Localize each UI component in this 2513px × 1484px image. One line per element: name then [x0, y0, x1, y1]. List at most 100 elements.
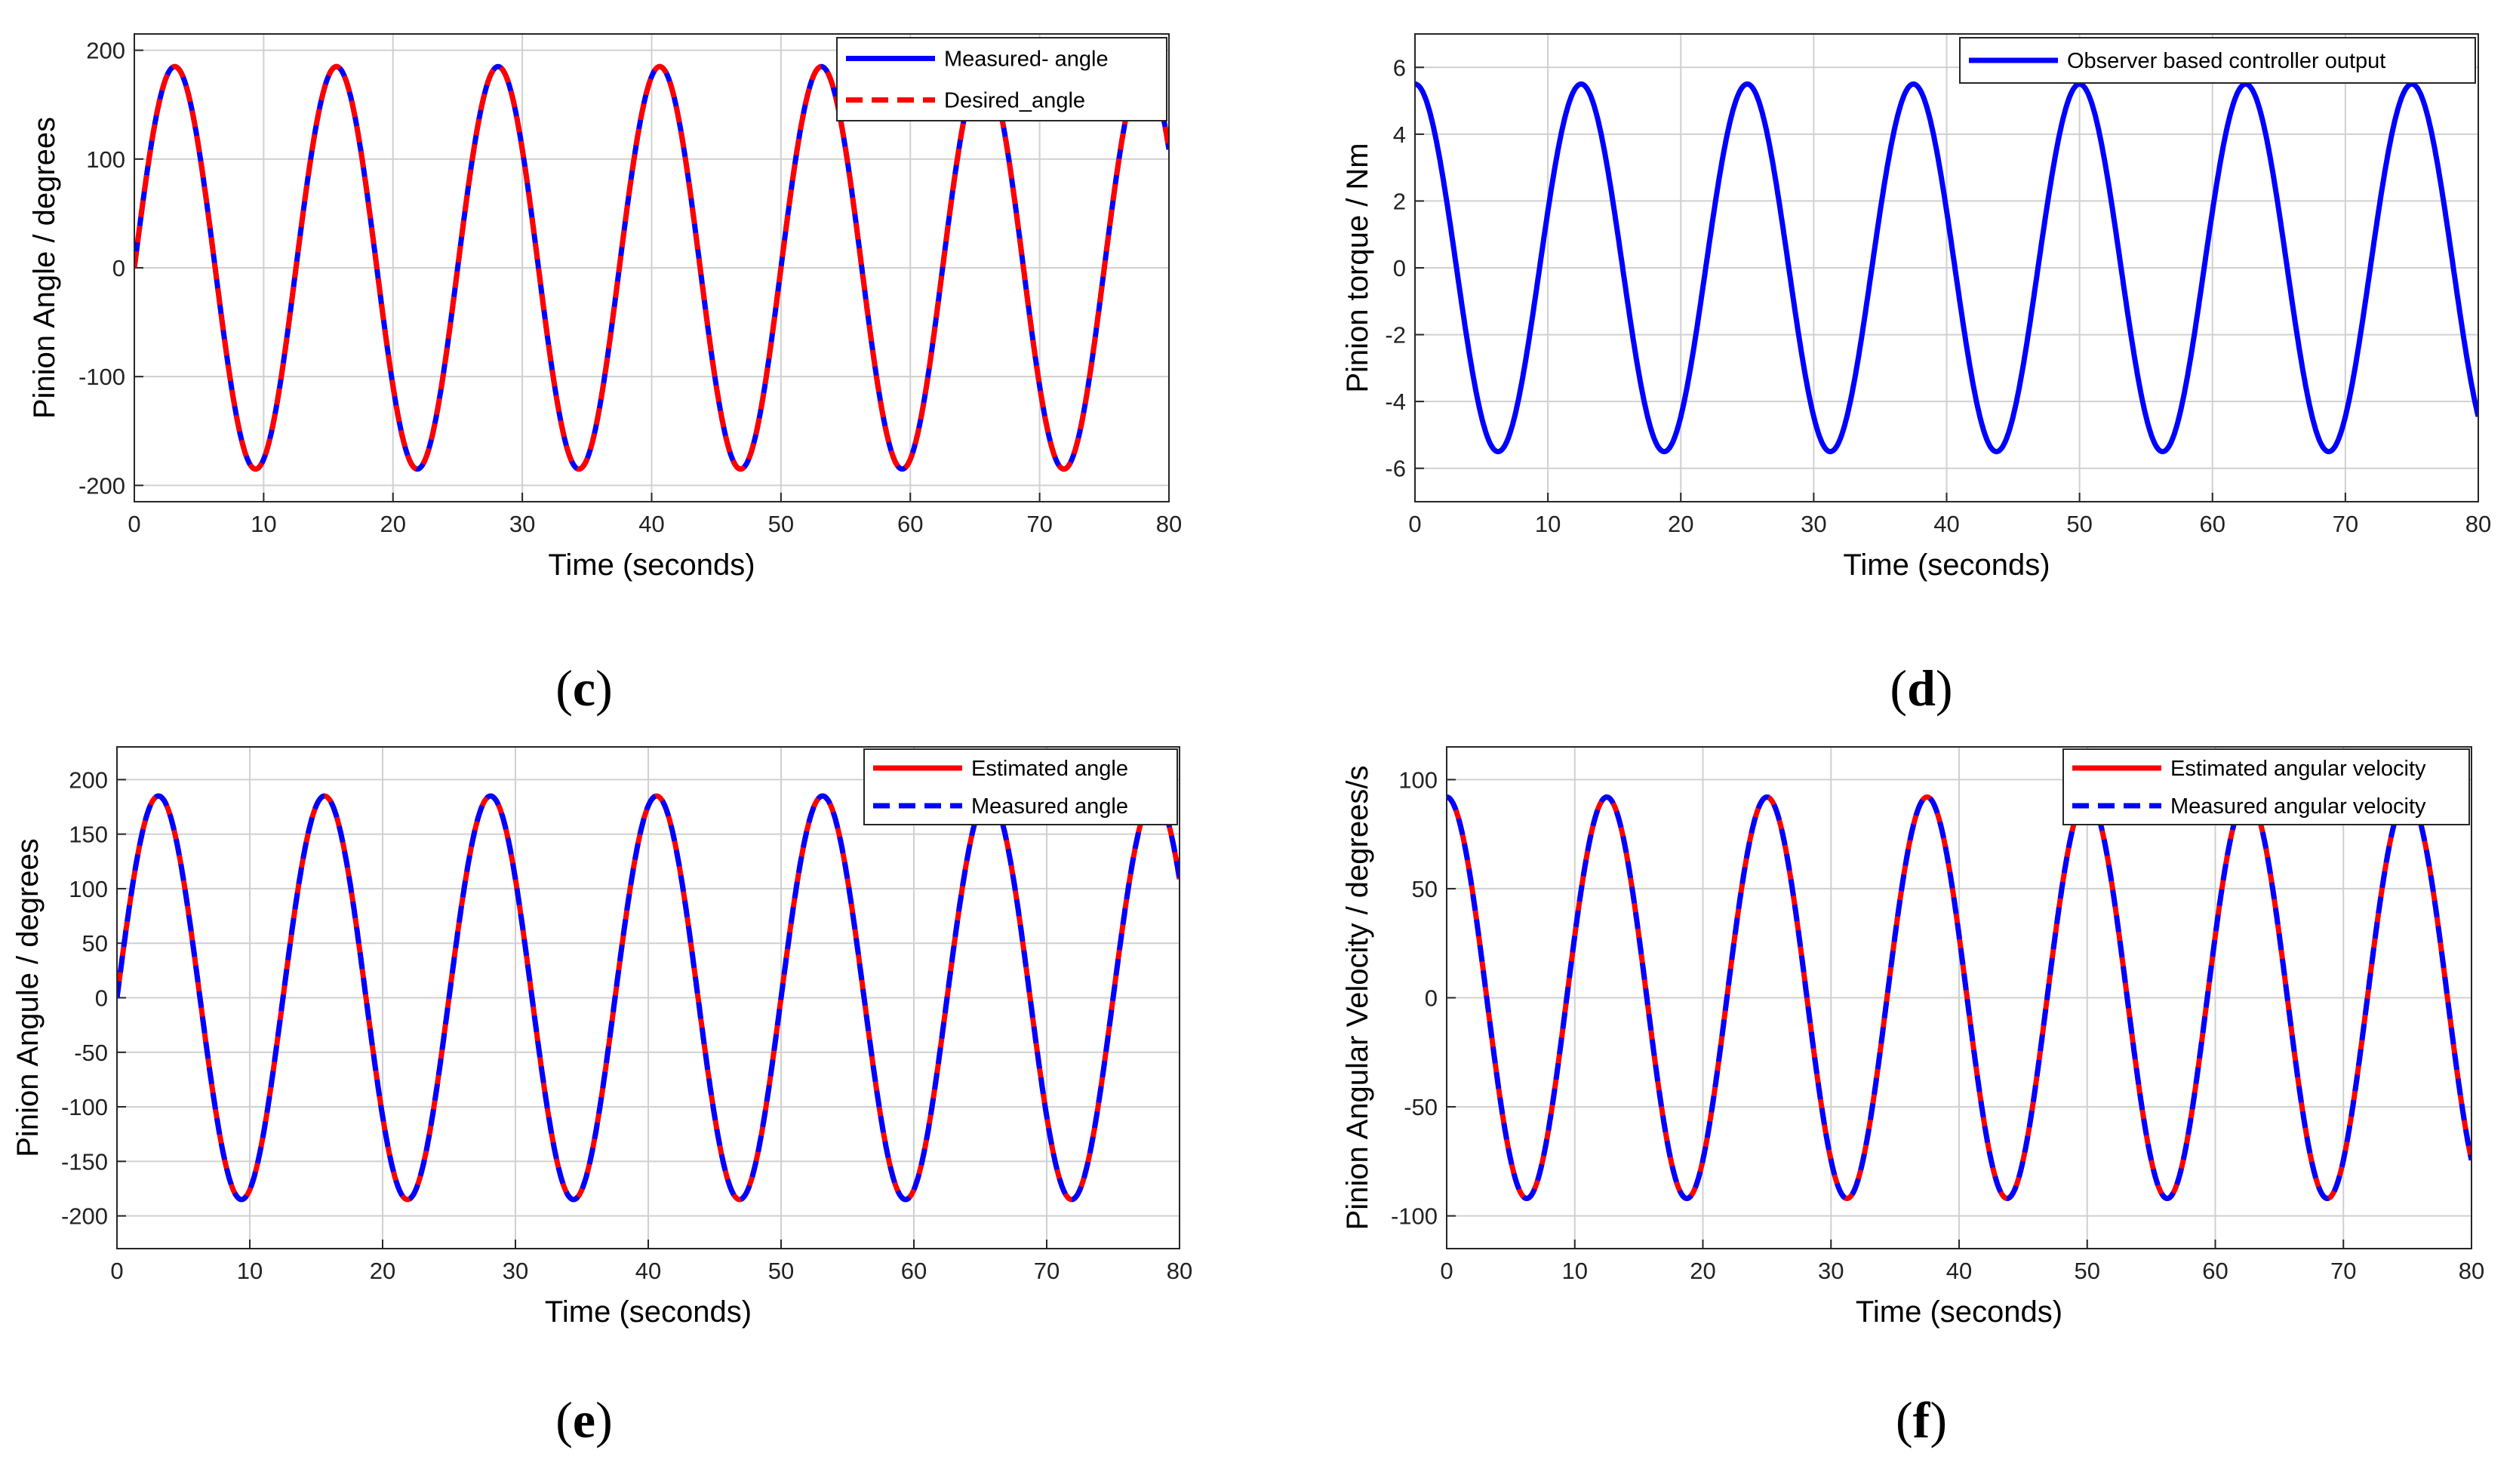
x-axis-label: Time (seconds) — [545, 1295, 752, 1329]
chart-panel-c: 0 10 20 30 40 50 60 70 80 -200 -100 0 100 200 Measured… — [28, 33, 1182, 717]
x-tick-label: 20 — [380, 511, 406, 537]
x-tick-label: 40 — [638, 511, 664, 537]
x-tick-label: 30 — [1801, 511, 1826, 537]
axes-frame — [134, 33, 1170, 502]
x-tick-label: 70 — [1026, 511, 1052, 537]
x-tick-label: 60 — [2200, 511, 2225, 537]
chart-panel-f: 0 10 20 30 40 50 60 70 80 -100 -50 0 50 100 Estimated … — [1341, 746, 2484, 1449]
y-axis-label: Pinion torque / Nm — [1341, 143, 1374, 392]
x-tick-label: 60 — [897, 511, 923, 537]
y-axis-label: Pinion Angular Velocity / degrees/s — [1341, 766, 1374, 1231]
y-tick-label: -6 — [1385, 456, 1406, 482]
y-tick-label: -50 — [74, 1040, 108, 1066]
x-tick-label: 0 — [1440, 1258, 1453, 1284]
panel-caption: (d) — [1890, 659, 1952, 717]
y-axis-label: Pinion Angule / degrees — [11, 838, 45, 1157]
y-tick-label: -100 — [61, 1094, 108, 1120]
x-tick-label: 50 — [768, 511, 794, 537]
y-tick-label: 150 — [69, 822, 108, 848]
x-tick-label: 40 — [635, 1258, 661, 1284]
axes-frame — [1446, 746, 2472, 1249]
chart-panel-d: 0 10 20 30 40 50 60 70 80 -6 -4 -2 0 2 4 6 Observer base… — [1341, 33, 2491, 717]
legend: Measured- angle Desired_angle — [836, 37, 1167, 121]
x-tick-label: 20 — [1690, 1258, 1715, 1284]
chart-panel-e: 0 10 20 30 40 50 60 70 80 -200 -150 -100 -50 0 50 100 15… — [11, 746, 1192, 1449]
x-axis-label: Time (seconds) — [1856, 1295, 2062, 1329]
x-tick-label: 80 — [2465, 511, 2491, 537]
x-tick-label: 80 — [2459, 1258, 2484, 1284]
y-tick-label: -4 — [1385, 389, 1406, 415]
x-tick-label: 20 — [370, 1258, 395, 1284]
x-axis-label: Time (seconds) — [1843, 548, 2050, 582]
x-tick-label: 60 — [2202, 1258, 2228, 1284]
y-tick-label: 0 — [95, 985, 108, 1012]
plot-lines — [1447, 794, 2471, 1201]
legend-entry: Estimated angular velocity — [2170, 757, 2426, 781]
y-tick-label: 0 — [112, 255, 125, 281]
legend-entry: Observer based controller output — [2067, 49, 2385, 73]
x-tick-label: 60 — [901, 1258, 927, 1284]
x-tick-label: 50 — [2075, 1258, 2100, 1284]
y-tick-label: 6 — [1393, 54, 1406, 81]
panel-caption: (f) — [1896, 1391, 1947, 1449]
x-tick-label: 0 — [110, 1258, 123, 1284]
legend-box — [2062, 748, 2470, 825]
y-tick-label: 4 — [1393, 121, 1406, 148]
x-tick-label: 10 — [1562, 1258, 1588, 1284]
x-tick-label: 0 — [128, 511, 140, 537]
y-tick-label: -100 — [1391, 1203, 1438, 1230]
x-tick-label: 10 — [251, 511, 276, 537]
x-axis-label: Time (seconds) — [548, 548, 755, 582]
legend-entry: Estimated angle — [971, 757, 1128, 781]
y-tick-label: 100 — [69, 876, 108, 902]
x-tick-label: 0 — [1408, 511, 1421, 537]
x-tick-label: 40 — [1946, 1258, 1972, 1284]
y-axis-label: Pinion Angle / degrees — [28, 117, 61, 419]
series-line-2 — [117, 793, 1180, 1203]
y-tick-label: -50 — [1404, 1094, 1438, 1120]
x-tick-label: 10 — [237, 1258, 263, 1284]
x-tick-label: 80 — [1167, 1258, 1192, 1284]
y-tick-label: 200 — [86, 38, 125, 64]
x-tick-label: 30 — [1818, 1258, 1844, 1284]
x-tick-label: 50 — [2066, 511, 2092, 537]
legend-box — [836, 37, 1167, 121]
y-tick-label: 2 — [1393, 188, 1406, 214]
series-line-1 — [1415, 81, 2478, 455]
x-tick-label: 40 — [1933, 511, 1959, 537]
y-tick-label: 100 — [1398, 767, 1438, 793]
axes-frame — [116, 746, 1180, 1249]
panel-caption: (e) — [555, 1391, 613, 1449]
legend: Estimated angle Measured angle — [863, 748, 1178, 825]
y-tick-label: -150 — [61, 1148, 108, 1175]
x-tick-label: 80 — [1156, 511, 1182, 537]
y-tick-label: 100 — [86, 146, 125, 173]
y-tick-label: 50 — [82, 930, 108, 957]
y-tick-label: 0 — [1425, 985, 1438, 1012]
x-tick-label: 50 — [768, 1258, 794, 1284]
series-line-2 — [1447, 794, 2471, 1201]
legend-box — [863, 748, 1178, 825]
panel-caption: (c) — [555, 659, 613, 717]
legend-entry: Desired_angle — [944, 89, 1085, 113]
y-tick-label: -100 — [78, 364, 125, 390]
y-tick-label: -200 — [78, 472, 125, 499]
legend-entry: Measured- angle — [944, 48, 1109, 72]
y-tick-label: 200 — [69, 767, 108, 793]
legend-entry: Measured angular velocity — [2170, 794, 2426, 819]
y-tick-label: -2 — [1385, 322, 1406, 349]
legend-entry: Measured angle — [971, 794, 1128, 819]
plot-lines — [1415, 81, 2478, 455]
x-tick-label: 70 — [1034, 1258, 1060, 1284]
legend: Observer based controller output — [1959, 37, 2476, 84]
x-tick-label: 70 — [2333, 511, 2358, 537]
legend: Estimated angular velocity Measured angul… — [2062, 748, 2470, 825]
y-tick-label: 50 — [1412, 876, 1438, 902]
x-tick-label: 70 — [2330, 1258, 2356, 1284]
y-tick-label: 0 — [1393, 255, 1406, 281]
x-tick-label: 10 — [1535, 511, 1561, 537]
x-tick-label: 30 — [509, 511, 535, 537]
x-tick-label: 20 — [1668, 511, 1693, 537]
axes-frame — [1414, 33, 2479, 502]
